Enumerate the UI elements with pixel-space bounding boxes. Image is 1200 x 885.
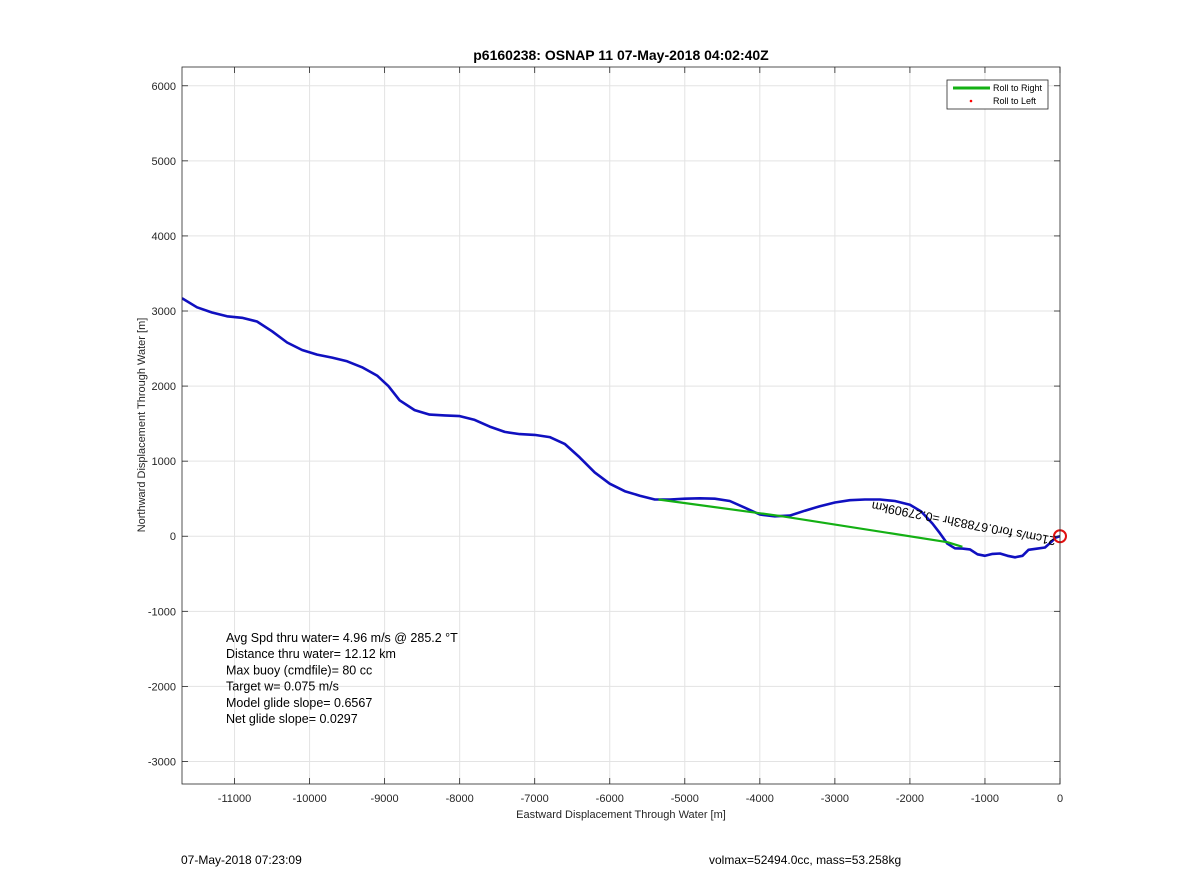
- stats-line: Max buoy (cmdfile)= 80 cc: [226, 663, 372, 677]
- stats-annotations: Avg Spd thru water= 4.96 m/s @ 285.2 °T D…: [226, 631, 458, 726]
- grid: [182, 67, 1061, 784]
- stats-line: Model glide slope= 0.6567: [226, 696, 372, 710]
- x-axis-label: Eastward Displacement Through Water [m]: [516, 809, 726, 821]
- y-tick-label: 4000: [152, 231, 176, 243]
- x-tick-label: -9000: [371, 793, 399, 805]
- plot-area: [182, 67, 1060, 784]
- axes: -11000 -10000 -9000 -8000 -7000 -6000 -5000 -40…: [148, 67, 1063, 805]
- y-tick-label: 3000: [152, 306, 176, 318]
- x-tick-label: -10000: [292, 793, 326, 805]
- y-tick-label: 1000: [152, 456, 176, 468]
- glider-track-line: [182, 297, 1060, 559]
- stats-line: Net glide slope= 0.0297: [226, 712, 358, 726]
- y-axis-label: Northward Displacement Through Water [m]: [136, 318, 148, 533]
- footer-mass-info: volmax=52494.0cc, mass=53.258kg: [709, 853, 902, 867]
- legend-swatch-roll-left: [969, 99, 973, 103]
- y-tick-label: 5000: [152, 156, 176, 168]
- legend-box: [946, 79, 1049, 110]
- y-tick-label: -1000: [148, 606, 176, 618]
- x-tick-label: -11000: [218, 793, 251, 805]
- y-tick-label: 0: [170, 531, 176, 543]
- x-tick-label: -4000: [746, 793, 774, 805]
- legend-label-roll-right: Roll to Right: [993, 83, 1043, 93]
- footer-timestamp: 07-May-2018 07:23:09: [181, 853, 302, 867]
- x-tick-label: -8000: [446, 793, 474, 805]
- x-tick-label: -1000: [971, 793, 999, 805]
- y-tick-label: 6000: [152, 81, 176, 93]
- x-tick-label: 0: [1057, 793, 1063, 805]
- axes-box: [181, 66, 1061, 785]
- legend: Roll to Right Roll to Left: [946, 79, 1049, 110]
- x-tick-label: -5000: [671, 793, 699, 805]
- stats-line: Avg Spd thru water= 4.96 m/s @ 285.2 °T: [226, 631, 458, 645]
- x-tick-label: -7000: [521, 793, 549, 805]
- y-tick-label: -2000: [148, 681, 176, 693]
- stats-line: Target w= 0.075 m/s: [226, 680, 339, 694]
- x-tick-label: -6000: [596, 793, 624, 805]
- x-tick-label: -3000: [821, 793, 849, 805]
- stats-line: Distance thru water= 12.12 km: [226, 647, 396, 661]
- y-tick-label: -3000: [148, 756, 176, 768]
- roll-right-line: [658, 498, 963, 548]
- x-tick-label: -2000: [896, 793, 924, 805]
- y-tick-label: 2000: [152, 381, 176, 393]
- legend-label-roll-left: Roll to Left: [993, 96, 1037, 106]
- chart-title: p6160238: OSNAP 11 07-May-2018 04:02:40Z: [473, 47, 769, 63]
